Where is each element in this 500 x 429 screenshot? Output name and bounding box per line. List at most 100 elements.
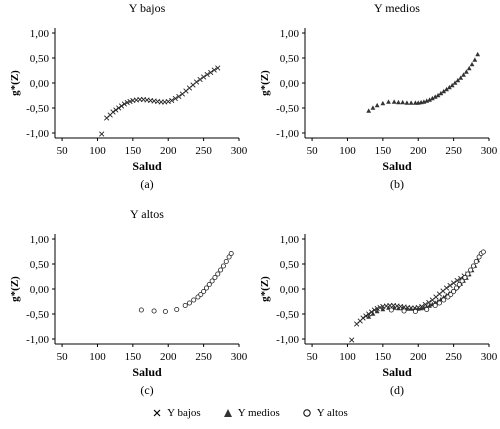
legend-item-y-altos: Y altos — [302, 407, 348, 419]
data-point — [162, 308, 168, 314]
data-point — [212, 274, 218, 280]
data-point — [374, 102, 380, 108]
data-point — [432, 302, 438, 308]
legend-label: Y bajos — [167, 407, 201, 419]
y-axis-label: g*(Z) — [259, 70, 271, 96]
series-y-altos — [138, 250, 234, 314]
data-point — [447, 282, 453, 289]
x-tick-label: 250 — [195, 351, 212, 363]
x-axis-label: Salud — [132, 159, 162, 173]
x-tick-label: 100 — [339, 145, 356, 157]
data-point — [366, 108, 372, 113]
data-point — [191, 297, 197, 303]
x-tick-label: 300 — [231, 145, 248, 157]
data-point — [182, 302, 188, 308]
data-point — [412, 308, 418, 314]
y-tick-label: -0,50 — [276, 309, 299, 321]
data-point — [176, 93, 182, 100]
data-point — [466, 65, 472, 71]
y-tick-label: -0,50 — [276, 103, 299, 115]
legend-label: Y altos — [316, 407, 348, 419]
data-point — [113, 107, 119, 113]
data-point — [448, 291, 454, 297]
x-tick-label: 300 — [481, 351, 498, 363]
x-axis-label: Salud — [132, 365, 162, 379]
y-tick-label: 0,00 — [280, 78, 300, 90]
series-y-medios — [366, 51, 481, 113]
data-point — [209, 278, 215, 284]
series-y-bajos — [99, 65, 221, 137]
y-axis-label: g*(Z) — [259, 276, 271, 302]
data-point — [452, 80, 458, 85]
data-point — [475, 51, 481, 57]
data-point — [404, 100, 410, 105]
data-point — [463, 69, 469, 74]
data-point — [99, 131, 105, 137]
y-tick-label: 0,50 — [30, 259, 50, 271]
data-point — [193, 79, 200, 85]
data-point — [455, 77, 461, 83]
series-y-bajos — [349, 271, 471, 343]
x-tick-label: 300 — [481, 145, 498, 157]
data-point — [459, 278, 465, 284]
data-point — [124, 99, 130, 106]
data-point — [172, 95, 178, 102]
x-tick-label: 150 — [375, 351, 392, 363]
chart-panel-4: 1,00 0,50 0,00 -0,50 -1,00 50 100 150 200 250 300 S… — [259, 234, 498, 397]
x-tick-label: 200 — [410, 351, 427, 363]
y-tick-label: 0,00 — [30, 78, 50, 90]
legend-item-y-medios: Y medios — [223, 407, 280, 419]
data-point — [427, 97, 432, 102]
data-point — [377, 304, 383, 311]
data-point — [396, 305, 401, 311]
data-point — [215, 65, 221, 71]
series-y-altos — [388, 249, 486, 314]
x-tick-label: 250 — [195, 145, 212, 157]
x-axis-label: Salud — [382, 365, 412, 379]
data-point — [211, 67, 217, 73]
data-point — [472, 57, 478, 62]
y-tick-label: 0,50 — [280, 53, 300, 65]
x-tick-label: 300 — [231, 351, 248, 363]
data-point — [215, 271, 221, 277]
panel-title: Y medios — [374, 1, 420, 15]
data-point — [198, 291, 204, 297]
data-point — [174, 306, 180, 312]
panel-sublabel: (b) — [390, 177, 404, 191]
data-point — [374, 308, 380, 314]
data-point — [462, 274, 468, 280]
data-point — [446, 84, 452, 90]
circle-marker-icon — [303, 409, 311, 417]
x-tick-label: 150 — [125, 351, 142, 363]
data-point — [429, 95, 435, 101]
y-tick-label: -0,50 — [26, 309, 49, 321]
data-point — [396, 99, 401, 105]
data-point — [424, 306, 430, 312]
data-point — [186, 300, 192, 306]
y-tick-label: -0,50 — [26, 103, 49, 115]
chart-panel-1: 1,00 0,50 0,00 -0,50 -1,00 50 100 150 200 250 300 Y… — [9, 1, 248, 191]
y-tick-label: 1,00 — [280, 234, 300, 246]
data-point — [204, 71, 210, 78]
data-point — [408, 306, 414, 311]
data-point — [408, 100, 414, 105]
y-tick-label: 1,00 — [280, 28, 300, 40]
data-point — [427, 303, 432, 308]
x-tick-label: 50 — [57, 145, 69, 157]
x-tick-label: 100 — [339, 351, 356, 363]
x-tick-label: 250 — [445, 145, 462, 157]
y-tick-label: -1,00 — [276, 334, 299, 346]
y-tick-label: 1,00 — [30, 28, 50, 40]
data-point — [401, 308, 407, 314]
panel-sublabel: (d) — [390, 383, 404, 397]
panel-sublabel: (c) — [140, 383, 153, 397]
data-point — [121, 101, 127, 107]
y-tick-label: -1,00 — [26, 334, 49, 346]
data-point — [454, 277, 460, 284]
triangle-marker-icon — [223, 409, 232, 417]
data-point — [151, 308, 157, 314]
data-point — [450, 280, 457, 286]
x-marker-icon — [153, 409, 161, 417]
data-point — [386, 99, 391, 104]
x-tick-label: 200 — [160, 351, 177, 363]
